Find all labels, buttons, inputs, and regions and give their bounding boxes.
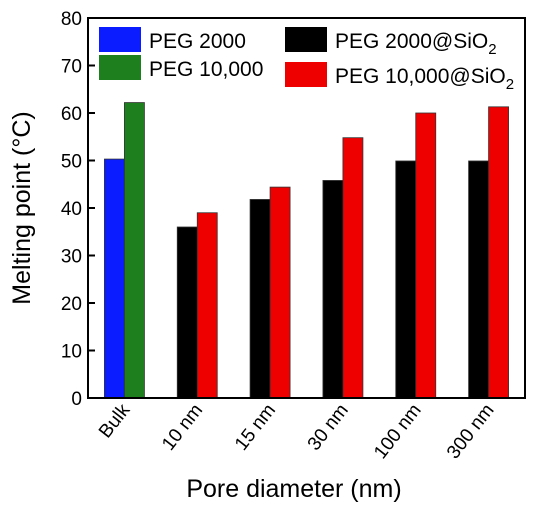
y-tick-label-20: 20	[61, 294, 82, 315]
legend-label-peg2000-sio2-sub: 2	[488, 41, 496, 58]
bar-10nm-series3	[196, 212, 218, 399]
legend-label-peg10000-sio2: PEG 10,000@SiO2	[335, 65, 514, 93]
x-tick-label-0: Bulk	[95, 400, 135, 442]
legend: PEG 2000 PEG 10,000 PEG 2000@SiO2 PEG 10…	[99, 27, 514, 93]
y-tick-label-0: 0	[71, 389, 82, 410]
bar-30nm-series3	[342, 137, 364, 399]
plot-frame	[87, 17, 526, 399]
x-axis: Bulk 10 nm 15 nm 30 nm 100 nm 300 nm	[95, 400, 498, 463]
bars-group	[104, 102, 509, 399]
legend-label-peg2000-sio2: PEG 2000@SiO2	[335, 30, 497, 58]
legend-label-peg10000-sio2-sub: 2	[506, 76, 514, 93]
y-tick-label-80: 80	[61, 9, 82, 30]
bar-300nm-series2	[468, 160, 489, 399]
x-tick-label-2: 15 nm	[231, 400, 280, 455]
y-axis-title: Melting point (°C)	[8, 111, 36, 304]
bar-100nm-series3	[415, 112, 437, 399]
legend-label-peg10000-sio2-main: PEG 10,000@SiO	[335, 65, 506, 88]
y-tick-label-30: 30	[61, 247, 82, 268]
bar-15nm-series3	[269, 186, 291, 399]
x-tick-label-3: 30 nm	[304, 400, 353, 455]
bar-Bulk-series1	[124, 102, 145, 399]
legend-swatch-peg2000	[99, 27, 141, 52]
y-tick-label-10: 10	[61, 342, 82, 363]
y-axis: 0 10 20 30 40 50 60 70 80	[61, 9, 95, 410]
legend-swatch-peg2000-sio2	[285, 27, 327, 52]
bar-100nm-series2	[395, 160, 417, 399]
bar-15nm-series2	[249, 199, 271, 399]
legend-swatch-peg10000-sio2	[285, 62, 327, 87]
x-tick-label-4: 100 nm	[370, 400, 426, 463]
y-tick-label-70: 70	[61, 57, 82, 78]
legend-swatch-peg10000	[99, 55, 141, 80]
bar-Bulk-series0	[104, 158, 125, 399]
bar-300nm-series3	[488, 106, 509, 399]
bar-30nm-series2	[322, 180, 344, 399]
y-tick-label-40: 40	[61, 199, 82, 220]
y-tick-label-50: 50	[61, 152, 82, 173]
x-tick-label-1: 10 nm	[158, 400, 207, 455]
legend-label-peg10000: PEG 10,000	[149, 58, 263, 81]
y-tick-label-60: 60	[61, 104, 82, 125]
x-axis-title: Pore diameter (nm)	[186, 475, 401, 503]
x-tick-label-5: 300 nm	[443, 400, 499, 463]
legend-label-peg2000-sio2-main: PEG 2000@SiO	[335, 30, 488, 53]
bar-10nm-series2	[176, 226, 198, 399]
legend-label-peg2000: PEG 2000	[149, 30, 246, 53]
